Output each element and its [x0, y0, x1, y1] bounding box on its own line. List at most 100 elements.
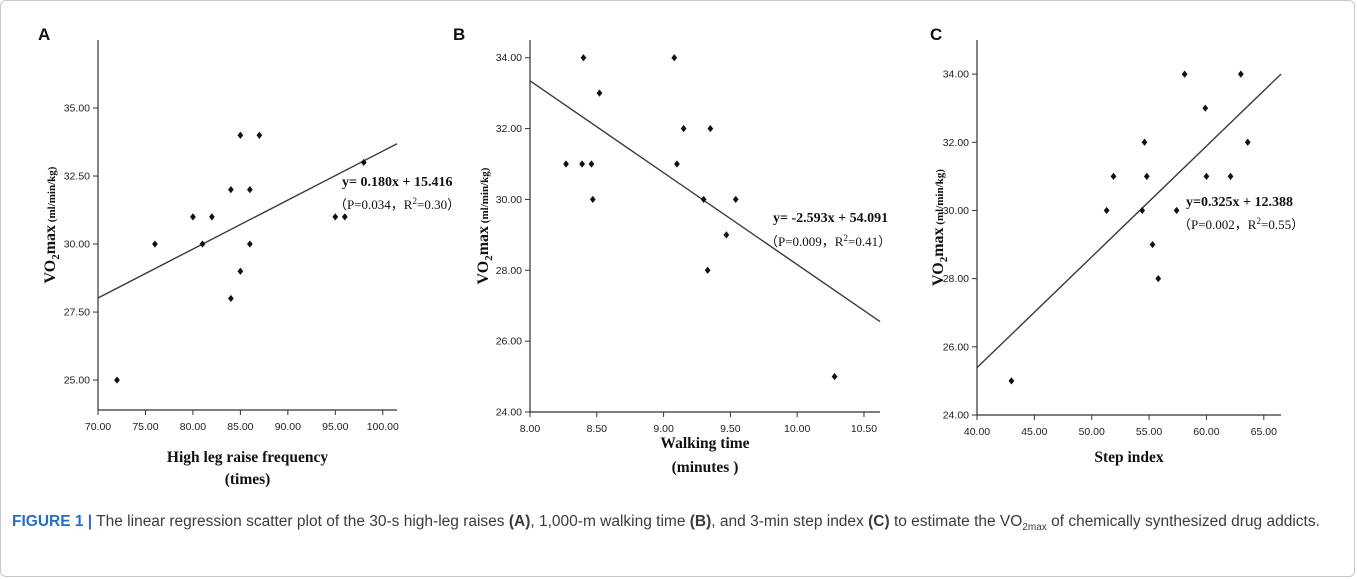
data-point [671, 54, 678, 62]
data-point [1110, 172, 1117, 180]
fit-stats-text: （P=0.034，R [334, 197, 413, 212]
caption-text-2: , 1,000-m walking time [530, 513, 690, 530]
data-point [831, 372, 838, 381]
y-label-sub: 2 [938, 256, 950, 262]
x-tick-label: 40.00 [964, 426, 990, 438]
x-tick-label: 90.00 [275, 421, 301, 433]
y-tick-label: 34.00 [496, 52, 522, 64]
y-label-sub: 2 [50, 254, 62, 260]
y-tick-label: 35.00 [64, 103, 90, 115]
y-label-main: VO [930, 262, 947, 286]
data-point [190, 213, 196, 221]
caption-ref-b: (B) [689, 513, 712, 530]
x-tick-label: 9.00 [653, 423, 674, 435]
y-axis-label: VO2max (ml/min/kg) [475, 167, 495, 284]
data-point [596, 89, 603, 97]
y-label-unit: (ml/min/kg) [479, 167, 491, 226]
x-tick-label: 80.00 [180, 421, 206, 433]
y-tick-label: 30.00 [64, 239, 90, 251]
x-axis-label: (minutes ) [672, 459, 739, 476]
data-point [1149, 240, 1156, 249]
data-point [1244, 138, 1251, 146]
y-tick-label: 24.00 [496, 407, 522, 419]
x-tick-label: 70.00 [85, 421, 111, 433]
x-tick-label: 55.00 [1136, 426, 1162, 438]
x-tick-label: 65.00 [1251, 426, 1277, 438]
x-tick-label: 60.00 [1193, 426, 1219, 438]
y-tick-label: 30.00 [496, 194, 522, 206]
data-point [704, 266, 711, 274]
y-label-max: max [475, 226, 492, 255]
caption-sub: 2max [1022, 522, 1047, 534]
panel-letter: B [453, 25, 465, 44]
y-tick-label: 30.00 [943, 205, 969, 217]
x-tick-label: 10.50 [851, 423, 877, 435]
regression-line [97, 143, 398, 299]
data-point [237, 267, 244, 275]
data-point [732, 195, 739, 204]
data-point [332, 213, 339, 221]
data-point [680, 124, 687, 133]
y-tick-label: 32.00 [943, 137, 969, 149]
fit-stats-text: （P=0.009，R [765, 234, 844, 249]
data-point [1141, 138, 1148, 146]
y-tick-label: 27.50 [64, 307, 90, 319]
data-point [589, 195, 596, 204]
data-point [700, 195, 707, 204]
caption-text-4: to estimate the VO [889, 513, 1023, 530]
y-tick-label: 28.00 [943, 273, 969, 285]
caption-text-1: The linear regression scatter plot of th… [92, 513, 509, 530]
x-tick-label: 50.00 [1079, 426, 1105, 438]
x-axis-label: (times) [225, 471, 271, 488]
fit-equation: y= 0.180x + 15.416 [342, 175, 452, 190]
x-tick-label: 10.00 [784, 423, 810, 435]
x-tick-label: 8.00 [520, 423, 541, 435]
data-point [1143, 172, 1150, 180]
data-point [588, 160, 595, 168]
fit-equation: y=0.325x + 12.388 [1186, 195, 1293, 210]
x-tick-label: 8.50 [587, 423, 608, 435]
y-label-main: VO [42, 260, 59, 284]
caption-ref-c: (C) [868, 513, 890, 530]
data-point [707, 124, 714, 133]
y-label-sub: 2 [483, 255, 495, 261]
fit-stats-sup: 2 [843, 233, 848, 243]
caption-text-5: of chemically synthesized drug addicts. [1046, 513, 1320, 530]
data-point [256, 131, 263, 139]
panel-letter: A [38, 25, 50, 44]
panel-letter: C [930, 25, 942, 44]
caption-label: FIGURE 1 | [12, 513, 93, 530]
x-tick-label: 9.50 [720, 423, 741, 435]
data-point [341, 213, 348, 221]
fit-stats: （P=0.009，R2=0.41） [765, 233, 891, 249]
fit-stats: （P=0.034，R2=0.30） [334, 196, 460, 212]
data-point [246, 240, 253, 248]
y-label-unit: (ml/min/kg) [46, 166, 58, 225]
x-tick-label: 85.00 [227, 421, 253, 433]
data-point [1237, 70, 1244, 78]
y-tick-label: 24.00 [943, 410, 969, 422]
fit-stats-text: （P=0.002，R [1178, 217, 1257, 232]
caption-text-3: , and 3-min step index [711, 513, 869, 530]
data-point [1181, 70, 1188, 78]
x-axis-label: Walking time [660, 435, 749, 452]
data-point [209, 213, 215, 221]
y-label-main: VO [475, 261, 492, 285]
figure-caption: FIGURE 1 | The linear regression scatter… [12, 509, 1342, 541]
fit-stats-sup: 2 [1256, 216, 1261, 226]
data-point [1155, 275, 1162, 283]
x-tick-label: 75.00 [132, 421, 158, 433]
regression-line [976, 73, 1282, 369]
data-point [228, 186, 234, 194]
data-point [1139, 206, 1146, 215]
y-tick-label: 25.00 [64, 375, 90, 387]
chart-panel-b: B 8.00 8.50 9.00 9.50 10.00 10.50 24.00 26.00 28.… [453, 25, 891, 476]
data-point [1173, 206, 1180, 215]
data-point [199, 240, 206, 248]
data-point [723, 231, 730, 239]
data-point [1227, 172, 1234, 180]
data-point [152, 240, 158, 248]
data-point [674, 160, 680, 168]
x-tick-label: 45.00 [1021, 426, 1047, 438]
